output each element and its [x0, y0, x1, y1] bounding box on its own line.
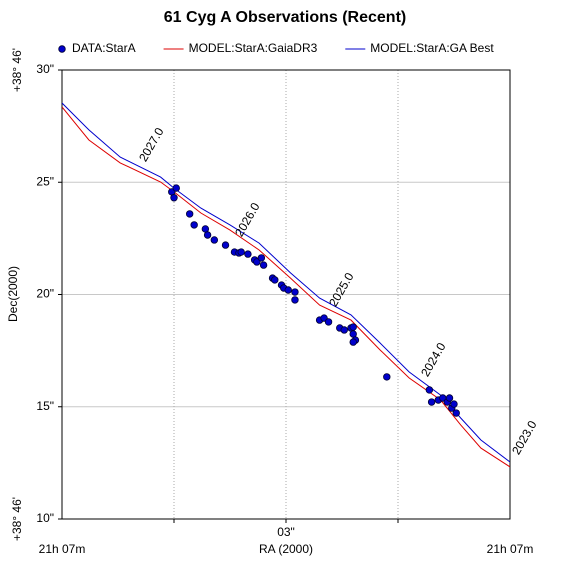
model-line	[62, 102, 510, 463]
data-point	[452, 409, 460, 417]
epoch-label: 2027.0	[136, 125, 167, 164]
legend-label: MODEL:StarA:GA Best	[370, 41, 494, 55]
data-point	[221, 241, 230, 249]
epoch-label: 2025.0	[326, 270, 357, 309]
y-tick-label: 10"	[36, 511, 54, 525]
data-point	[349, 323, 357, 331]
data-point	[253, 258, 261, 266]
model-line	[62, 106, 510, 468]
data-point	[340, 326, 348, 334]
epoch-label: 2024.0	[418, 340, 449, 379]
data-point	[259, 261, 268, 269]
data-point	[170, 194, 178, 202]
data-point	[210, 236, 219, 244]
data-point	[237, 248, 245, 256]
data-point	[425, 386, 434, 394]
data-point	[271, 276, 279, 284]
data-point	[244, 250, 252, 258]
epoch-label: 2026.0	[232, 200, 263, 239]
y-tick-label: 25"	[36, 174, 54, 188]
y-tick-label: 20"	[36, 287, 54, 301]
plot-frame	[61, 69, 511, 520]
y-end-label: +38° 46'	[10, 48, 24, 92]
data-point	[172, 184, 180, 192]
legend-label: DATA:StarA	[72, 41, 136, 55]
data-point	[383, 373, 391, 381]
data-point	[349, 338, 357, 346]
data-point	[291, 288, 299, 296]
chart-title: 61 Cyg A Observations (Recent)	[164, 9, 406, 26]
data-point	[190, 221, 198, 229]
data-point	[291, 296, 299, 304]
data-point	[284, 286, 292, 294]
y-tick-label: 15"	[36, 399, 54, 413]
y-axis-label: Dec(2000)	[6, 266, 20, 322]
x-axis-label: RA (2000)	[259, 542, 313, 556]
data-point	[257, 254, 266, 262]
data-point	[324, 318, 333, 326]
data-point	[427, 398, 436, 406]
x-end-label: 21h 07m	[487, 542, 534, 556]
data-point	[349, 330, 357, 338]
data-point	[201, 225, 210, 233]
epoch-label: 2023.0	[509, 418, 540, 457]
data-point	[450, 400, 458, 408]
y-tick-label: 30"	[36, 62, 54, 76]
legend-marker	[58, 45, 66, 53]
data-point	[185, 210, 194, 218]
legend-label: MODEL:StarA:GaiaDR3	[189, 41, 318, 55]
data-point	[203, 231, 212, 239]
x-tick-label: 03"	[277, 525, 295, 539]
data-point	[445, 394, 454, 402]
x-end-label: 21h 07m	[39, 542, 86, 556]
y-end-label: +38° 46'	[10, 497, 24, 541]
